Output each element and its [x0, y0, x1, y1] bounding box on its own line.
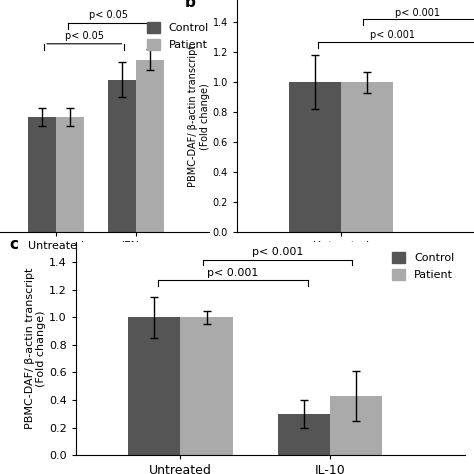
Text: b: b [185, 0, 196, 10]
Bar [137, 60, 164, 232]
Bar [341, 82, 392, 232]
Text: c: c [10, 237, 19, 253]
Bar [181, 318, 233, 455]
Bar [278, 414, 330, 455]
Y-axis label: PBMC-DAF/ β-actin transcript
(Fold change): PBMC-DAF/ β-actin transcript (Fold chang… [188, 45, 210, 187]
Text: p< 0.05: p< 0.05 [65, 31, 104, 41]
Text: p< 0.001: p< 0.001 [395, 8, 440, 18]
Text: p< 0.001: p< 0.001 [370, 30, 415, 40]
Legend: Control, Patient: Control, Patient [388, 247, 459, 284]
Bar [330, 396, 383, 455]
Text: p< 0.05: p< 0.05 [89, 10, 128, 20]
Legend: Control, Patient: Control, Patient [142, 17, 213, 55]
Text: p< 0.001: p< 0.001 [207, 267, 258, 277]
Y-axis label: PBMC-DAF/ β-actin transcript
(Fold change): PBMC-DAF/ β-actin transcript (Fold chang… [25, 268, 46, 429]
Bar [108, 80, 137, 232]
Text: p< 0.001: p< 0.001 [252, 247, 303, 257]
Bar [56, 117, 84, 232]
Bar [28, 117, 56, 232]
Bar [128, 318, 181, 455]
Bar [289, 82, 341, 232]
